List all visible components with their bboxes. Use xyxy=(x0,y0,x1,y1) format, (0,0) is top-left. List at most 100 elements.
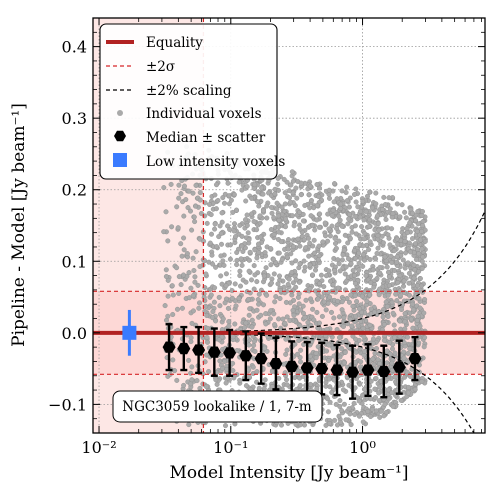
voxel-point xyxy=(316,194,322,200)
voxel-point xyxy=(361,252,367,258)
voxel-point xyxy=(417,276,423,282)
voxel-point xyxy=(179,305,185,311)
voxel-point xyxy=(352,223,358,229)
voxel-point xyxy=(246,237,252,243)
voxel-point xyxy=(298,347,304,353)
voxel-point xyxy=(419,266,425,272)
voxel-point xyxy=(332,417,338,423)
voxel-point xyxy=(401,355,407,361)
voxel-point xyxy=(397,273,403,279)
voxel-point xyxy=(353,255,359,261)
voxel-point xyxy=(291,244,297,250)
voxel-point xyxy=(165,293,171,299)
median-point xyxy=(377,365,391,378)
voxel-point xyxy=(332,267,338,273)
voxel-point xyxy=(262,250,268,256)
voxel-point xyxy=(252,182,258,188)
voxel-point xyxy=(234,262,240,268)
voxel-point xyxy=(379,310,385,316)
voxel-point xyxy=(344,198,350,204)
voxel-point xyxy=(237,273,243,279)
voxel-point xyxy=(231,228,237,234)
voxel-point xyxy=(386,283,392,289)
voxel-point xyxy=(252,272,258,278)
voxel-point xyxy=(404,230,410,236)
voxel-point xyxy=(410,301,416,307)
voxel-point xyxy=(254,307,260,313)
voxel-point xyxy=(349,229,355,235)
voxel-point xyxy=(385,314,391,320)
voxel-point xyxy=(295,351,301,357)
legend-median-swatch xyxy=(114,130,126,142)
voxel-point xyxy=(226,323,232,329)
voxel-point xyxy=(359,293,365,299)
voxel-point xyxy=(279,204,285,210)
voxel-point xyxy=(170,357,176,363)
voxel-point xyxy=(317,185,323,191)
voxel-point xyxy=(193,182,199,188)
voxel-point xyxy=(170,312,176,318)
voxel-point xyxy=(308,381,314,387)
voxel-point xyxy=(326,342,332,348)
voxel-point xyxy=(287,318,293,324)
voxel-point xyxy=(411,307,417,313)
voxel-point xyxy=(382,401,388,407)
voxel-point xyxy=(421,344,427,350)
voxel-point xyxy=(283,299,289,305)
voxel-point xyxy=(310,222,316,228)
voxel-point xyxy=(210,315,216,321)
voxel-point xyxy=(163,209,169,215)
voxel-point xyxy=(264,292,270,298)
voxel-point xyxy=(358,208,364,214)
voxel-point xyxy=(276,229,282,235)
voxel-point xyxy=(370,267,376,273)
voxel-point xyxy=(402,319,408,325)
median-point xyxy=(315,363,329,375)
voxel-point xyxy=(317,281,323,287)
voxel-point xyxy=(380,289,386,295)
voxel-point xyxy=(224,366,230,372)
voxel-point xyxy=(407,220,413,226)
voxel-point xyxy=(204,339,210,345)
voxel-point xyxy=(255,297,261,303)
voxel-point xyxy=(297,323,303,329)
voxel-point xyxy=(367,217,373,223)
voxel-point xyxy=(377,270,383,276)
voxel-point xyxy=(272,191,278,197)
voxel-point xyxy=(271,232,277,238)
voxel-point xyxy=(335,257,341,263)
voxel-point xyxy=(207,240,213,246)
voxel-point xyxy=(244,184,250,190)
voxel-point xyxy=(339,299,345,305)
voxel-point xyxy=(276,250,282,256)
voxel-point xyxy=(262,377,268,383)
voxel-point xyxy=(406,292,412,298)
voxel-point xyxy=(348,292,354,298)
voxel-point xyxy=(260,208,266,214)
legend-sigma-label: ±2σ xyxy=(146,59,175,75)
voxel-point xyxy=(371,284,377,290)
voxel-point xyxy=(196,305,202,311)
voxel-point xyxy=(362,349,368,355)
voxel-point xyxy=(176,182,182,188)
voxel-point xyxy=(293,284,299,290)
voxel-point xyxy=(312,227,318,233)
voxel-point xyxy=(316,320,322,326)
voxel-point xyxy=(258,312,264,318)
voxel-point xyxy=(302,202,308,208)
voxel-point xyxy=(354,299,360,305)
median-point xyxy=(269,358,283,370)
voxel-point xyxy=(248,277,254,283)
voxel-point xyxy=(422,297,428,303)
voxel-point xyxy=(359,224,365,230)
voxel-point xyxy=(338,205,344,211)
voxel-point xyxy=(284,347,290,353)
voxel-point xyxy=(186,357,192,363)
voxel-point xyxy=(404,226,410,232)
voxel-point xyxy=(356,250,362,256)
y-tick-label: 0.2 xyxy=(62,181,87,200)
voxel-point xyxy=(255,189,261,195)
voxel-point xyxy=(367,257,373,263)
voxel-point xyxy=(350,268,356,274)
voxel-point xyxy=(284,254,290,260)
